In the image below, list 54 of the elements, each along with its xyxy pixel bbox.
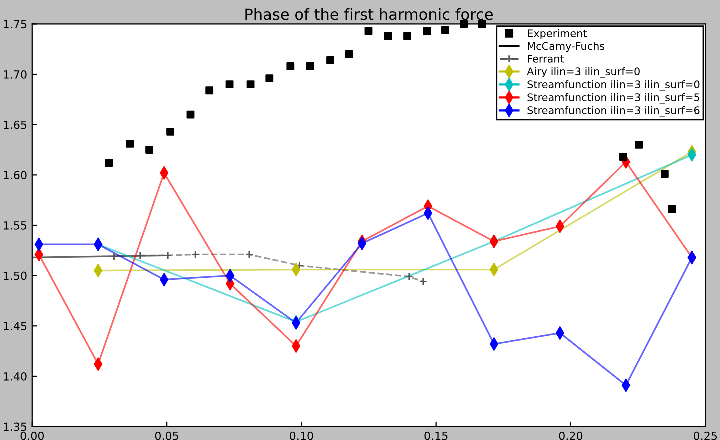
point xyxy=(668,205,676,214)
y-tick-label: 1.50 xyxy=(4,272,27,280)
point xyxy=(405,272,414,281)
point xyxy=(419,278,428,286)
x-tick-label: 0.20 xyxy=(559,432,583,440)
point xyxy=(226,80,234,89)
point xyxy=(164,252,172,260)
point xyxy=(126,140,134,148)
y-tick-label: 1.45 xyxy=(4,322,27,331)
y-tick-label: 1.35 xyxy=(4,422,27,432)
point xyxy=(186,110,195,119)
point xyxy=(146,146,154,154)
point xyxy=(245,250,254,259)
x-tick-label: 0.15 xyxy=(424,432,448,440)
point xyxy=(345,50,354,58)
y-tick-label: 1.40 xyxy=(4,372,27,381)
legend-label: Streamfunction ilin=3 ilin_surf=5 xyxy=(528,93,700,104)
y-tick-label: 1.60 xyxy=(4,171,27,180)
point xyxy=(206,86,214,95)
x-tick-label: 0.00 xyxy=(20,432,44,440)
legend-label: Streamfunction ilin=3 ilin_surf=0 xyxy=(528,80,700,91)
legend-label: Airy ilin=3 ilin_surf=0 xyxy=(527,67,640,78)
y-tick-label: 1.65 xyxy=(4,120,27,130)
legend-label: Experiment xyxy=(528,29,588,40)
point xyxy=(136,252,145,260)
point xyxy=(266,74,274,83)
y-tick-label: 1.70 xyxy=(4,70,27,79)
point xyxy=(460,20,468,28)
point xyxy=(286,62,295,70)
point xyxy=(384,32,392,40)
x-tick-label: 0.05 xyxy=(155,432,178,440)
point xyxy=(326,56,334,64)
point xyxy=(246,80,255,89)
point xyxy=(191,250,200,259)
legend-label: Streamfunction ilin=3 ilin_surf=6 xyxy=(528,106,700,117)
y-tick-label: 1.75 xyxy=(4,20,27,29)
point xyxy=(442,26,450,34)
chart-title: Phase of the first harmonic force xyxy=(246,8,494,20)
point xyxy=(105,159,114,168)
point xyxy=(478,20,486,28)
point xyxy=(404,32,412,40)
point xyxy=(166,128,174,136)
point xyxy=(306,62,314,70)
point xyxy=(620,153,628,162)
point xyxy=(110,252,118,261)
point xyxy=(660,170,669,178)
point xyxy=(423,27,432,36)
point xyxy=(364,27,373,36)
legend-label: Ferrant xyxy=(528,55,564,63)
legend-label: McCamy-Fuchs xyxy=(528,42,605,52)
x-tick-label: 0.10 xyxy=(290,432,314,440)
point xyxy=(635,141,644,149)
y-tick-label: 1.55 xyxy=(4,222,27,230)
x-tick-label: 0.25 xyxy=(694,432,717,440)
